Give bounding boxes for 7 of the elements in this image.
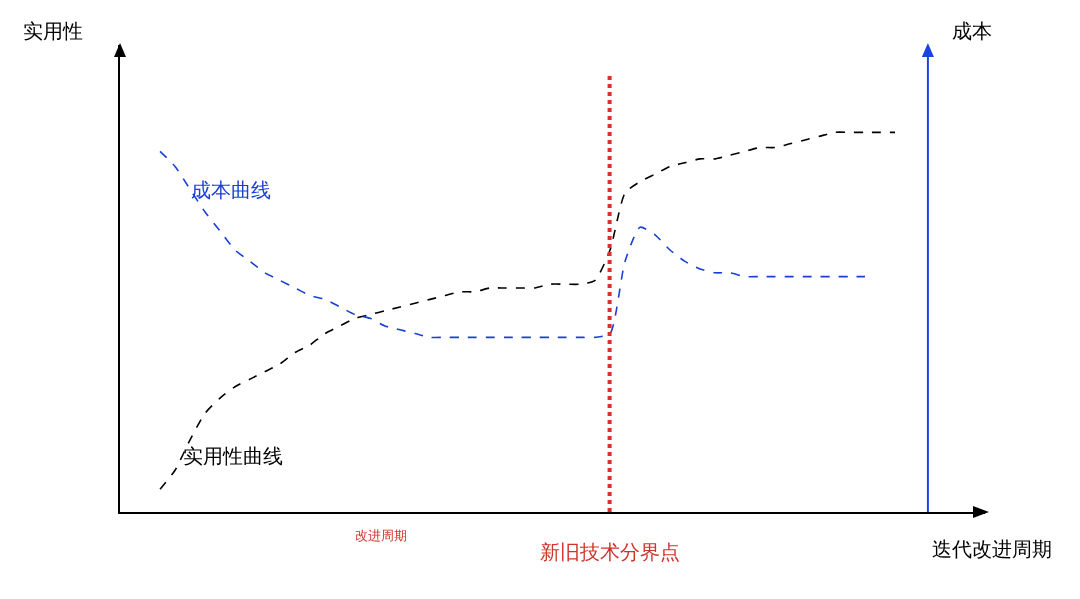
text: 成本 [952,19,992,43]
text: 实用性 [23,19,83,43]
series-label: 实用性曲线 [183,444,283,468]
text: 改进周期 [355,528,407,543]
series-label: 成本曲线 [191,178,271,202]
x-axis-title: 迭代改进周期 [932,537,1052,561]
text: 新旧技术分界点 [540,540,680,564]
